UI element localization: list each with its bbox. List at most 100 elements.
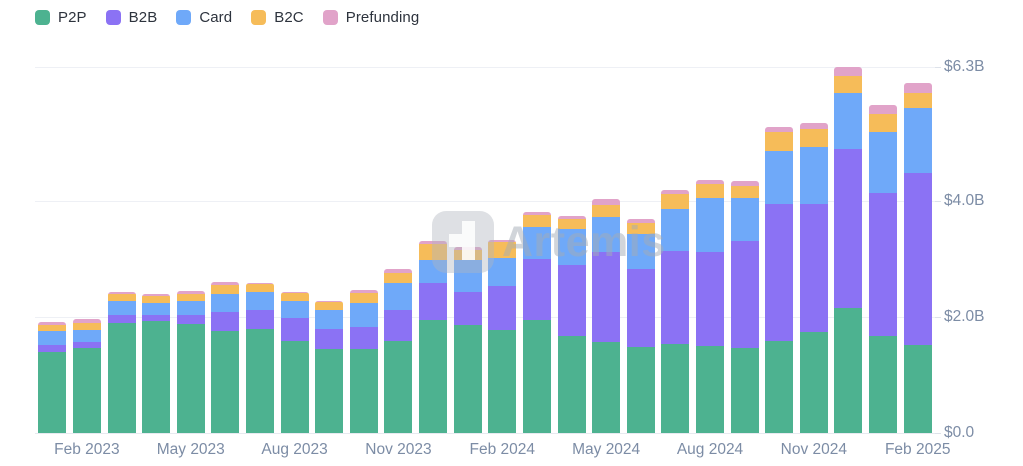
- bar-segment-card[interactable]: [107, 300, 136, 316]
- bar-segment-b2c[interactable]: [799, 128, 828, 148]
- bar-segment-prefunding[interactable]: [592, 198, 621, 205]
- legend-item-b2b[interactable]: B2B: [105, 9, 158, 26]
- bar-segment-prefunding[interactable]: [419, 241, 448, 245]
- bar-segment-prefunding[interactable]: [869, 105, 898, 115]
- bar-segment-prefunding[interactable]: [72, 319, 101, 323]
- bar-jan-2025[interactable]: [869, 105, 898, 433]
- bar-segment-prefunding[interactable]: [315, 301, 344, 303]
- bar-segment-b2b[interactable]: [903, 172, 932, 346]
- bar-segment-p2p[interactable]: [696, 346, 724, 433]
- bar-segment-p2p[interactable]: [799, 331, 828, 433]
- bar-jan-2024[interactable]: [453, 247, 482, 433]
- bar-segment-b2b[interactable]: [799, 203, 828, 332]
- bar-aug-2024[interactable]: [696, 180, 724, 433]
- bar-segment-b2b[interactable]: [246, 310, 274, 330]
- bar-segment-b2b[interactable]: [176, 315, 205, 325]
- bar-segment-b2b[interactable]: [522, 259, 551, 321]
- bar-segment-b2c[interactable]: [834, 75, 863, 94]
- bar-segment-prefunding[interactable]: [834, 67, 863, 76]
- bar-segment-b2c[interactable]: [315, 302, 344, 311]
- bar-dec-2024[interactable]: [834, 67, 863, 433]
- bar-segment-prefunding[interactable]: [349, 289, 378, 294]
- bar-jul-2024[interactable]: [661, 190, 690, 433]
- bar-sep-2023[interactable]: [315, 301, 344, 433]
- bar-segment-b2c[interactable]: [453, 250, 482, 261]
- legend-item-b2c[interactable]: B2C: [251, 9, 304, 26]
- bar-segment-b2b[interactable]: [107, 315, 136, 324]
- bar-segment-p2p[interactable]: [246, 329, 274, 433]
- bar-segment-b2c[interactable]: [384, 273, 413, 283]
- bar-segment-p2p[interactable]: [72, 348, 101, 433]
- bar-segment-p2p[interactable]: [869, 335, 898, 433]
- bar-segment-b2c[interactable]: [696, 184, 724, 198]
- bar-segment-prefunding[interactable]: [730, 181, 759, 186]
- bar-segment-p2p[interactable]: [453, 324, 482, 433]
- bar-segment-p2p[interactable]: [592, 342, 621, 433]
- bar-segment-b2c[interactable]: [246, 284, 274, 293]
- bar-aug-2023[interactable]: [280, 291, 309, 433]
- bar-nov-2024[interactable]: [799, 122, 828, 433]
- bar-segment-b2b[interactable]: [384, 310, 413, 341]
- bar-segment-card[interactable]: [661, 208, 690, 252]
- bar-mar-2023[interactable]: [107, 292, 136, 433]
- bar-sep-2024[interactable]: [730, 181, 759, 433]
- bar-segment-b2c[interactable]: [38, 324, 67, 331]
- bar-segment-b2c[interactable]: [211, 285, 240, 295]
- bar-segment-prefunding[interactable]: [142, 294, 171, 296]
- legend-item-p2p[interactable]: P2P: [35, 9, 87, 26]
- legend-item-prefunding[interactable]: Prefunding: [322, 9, 420, 26]
- bar-feb-2024[interactable]: [488, 240, 517, 433]
- bar-segment-b2c[interactable]: [176, 293, 205, 301]
- bar-segment-b2b[interactable]: [592, 252, 621, 343]
- bar-segment-card[interactable]: [38, 330, 67, 345]
- bar-segment-b2b[interactable]: [38, 344, 67, 353]
- bar-segment-b2b[interactable]: [869, 192, 898, 336]
- bar-jul-2023[interactable]: [246, 283, 274, 433]
- bar-segment-prefunding[interactable]: [799, 122, 828, 129]
- bar-segment-p2p[interactable]: [349, 349, 378, 433]
- bar-segment-card[interactable]: [72, 330, 101, 343]
- bar-segment-prefunding[interactable]: [903, 82, 932, 93]
- bar-segment-prefunding[interactable]: [211, 282, 240, 286]
- bar-mar-2024[interactable]: [522, 212, 551, 433]
- bar-segment-b2c[interactable]: [765, 132, 794, 151]
- bar-segment-b2b[interactable]: [419, 283, 448, 321]
- bar-segment-card[interactable]: [419, 259, 448, 284]
- bar-jun-2024[interactable]: [626, 219, 655, 433]
- bar-segment-b2b[interactable]: [142, 315, 171, 321]
- bar-segment-card[interactable]: [626, 233, 655, 270]
- bar-segment-b2b[interactable]: [488, 286, 517, 330]
- bar-segment-card[interactable]: [453, 260, 482, 293]
- bar-segment-card[interactable]: [384, 282, 413, 311]
- bar-segment-b2c[interactable]: [661, 194, 690, 209]
- bar-segment-card[interactable]: [522, 226, 551, 260]
- bar-segment-b2b[interactable]: [557, 265, 586, 336]
- bar-segment-card[interactable]: [799, 147, 828, 204]
- bar-segment-b2b[interactable]: [211, 312, 240, 331]
- bar-segment-b2c[interactable]: [142, 295, 171, 303]
- bar-segment-p2p[interactable]: [419, 320, 448, 433]
- bar-feb-2025[interactable]: [903, 82, 932, 433]
- bar-segment-b2c[interactable]: [488, 242, 517, 258]
- bar-segment-b2b[interactable]: [626, 269, 655, 348]
- legend-item-card[interactable]: Card: [176, 9, 232, 26]
- bar-segment-p2p[interactable]: [384, 340, 413, 433]
- bar-segment-card[interactable]: [315, 310, 344, 330]
- bar-dec-2023[interactable]: [419, 241, 448, 433]
- bar-segment-p2p[interactable]: [730, 347, 759, 433]
- bar-segment-card[interactable]: [592, 216, 621, 253]
- bar-segment-p2p[interactable]: [176, 324, 205, 433]
- bar-segment-p2p[interactable]: [903, 345, 932, 433]
- bar-segment-card[interactable]: [176, 300, 205, 316]
- bar-segment-p2p[interactable]: [211, 330, 240, 433]
- bar-segment-b2b[interactable]: [453, 292, 482, 325]
- bar-segment-p2p[interactable]: [557, 335, 586, 433]
- bar-segment-prefunding[interactable]: [557, 216, 586, 220]
- bar-segment-b2b[interactable]: [765, 203, 794, 341]
- bar-may-2023[interactable]: [176, 290, 205, 433]
- bar-segment-b2b[interactable]: [72, 342, 101, 349]
- bar-segment-b2c[interactable]: [419, 244, 448, 260]
- bar-segment-card[interactable]: [869, 132, 898, 193]
- bar-segment-card[interactable]: [696, 197, 724, 253]
- bar-feb-2023[interactable]: [72, 319, 101, 433]
